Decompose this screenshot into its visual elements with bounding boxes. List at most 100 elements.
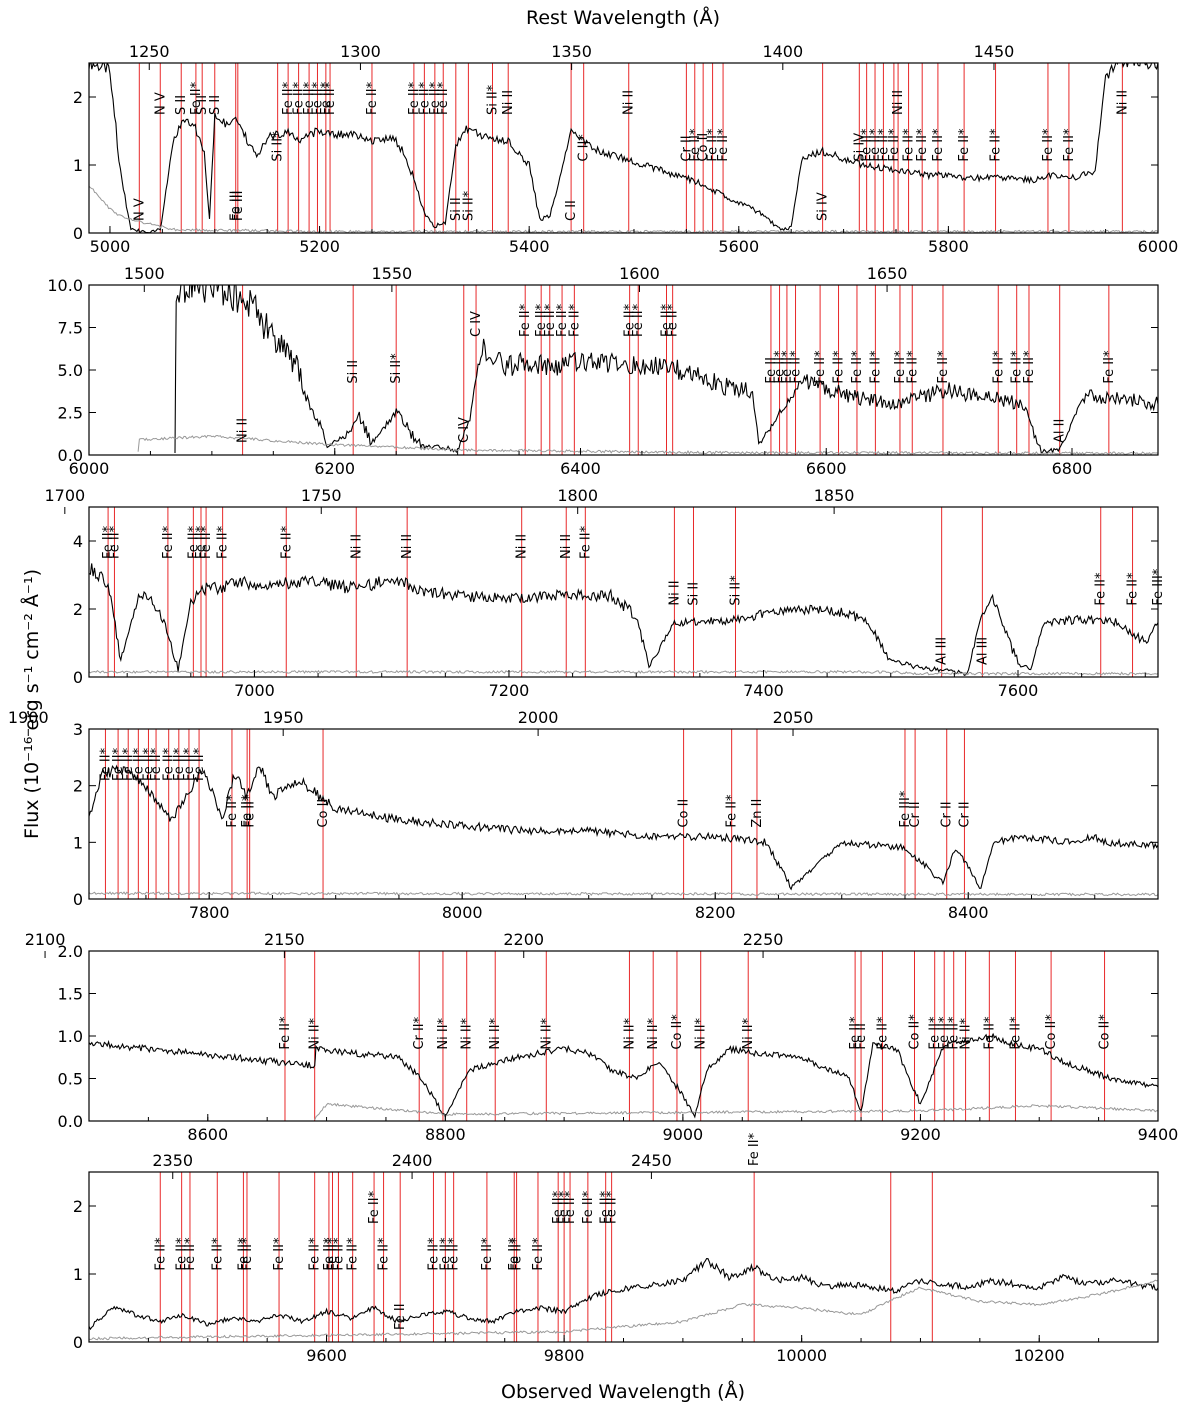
panel-frame [88,62,1159,234]
line-label: Si II* [486,84,501,115]
error-series [137,434,1158,455]
x-tick-label: 6600 [806,459,847,478]
line-label: Fe II* [108,525,123,559]
panel-3: Fe II*Fe II* Fe II* Fe II*Fe II*Fe II* Fe I… [44,486,1166,700]
x-tick-label: 9400 [1138,1125,1179,1144]
line-label: Fe II* [557,1190,572,1224]
line-label: Fe II* [1022,350,1037,384]
line-label: Fe II* [915,128,930,162]
error-series [314,1102,1158,1121]
rest-tick-label: 1300 [340,42,381,61]
y-tick-label: 2.5 [58,404,83,423]
line-label: Cr II [957,801,972,827]
line-label: Fe II* [172,747,187,781]
y-axis-title: Flux (10⁻¹⁶ erg s⁻¹ cm⁻² Å⁻¹) [20,569,43,839]
flux-series [174,285,1158,455]
error-series [89,185,1158,233]
rest-tick-label: 1700 [44,486,85,505]
line-label: Co II* [908,1014,923,1050]
line-label: Fe II* [186,525,201,559]
y-tick-label: 3 [73,720,83,739]
line-label: Cr II [908,801,923,827]
rest-tick-label: 1600 [619,264,660,283]
plot-area [89,729,1158,899]
line-label: Fe II* [162,747,177,781]
line-label: Fe II* [101,525,116,559]
line-label: Co II [696,133,711,162]
line-label: Fe II [764,357,779,384]
x-ticks-observed: 6000 6200 6400 6600 6800 [69,448,1134,478]
line-label: Fe II* [666,303,681,337]
line-label: Si II [449,197,464,221]
x-ticks-observed: 5000 5200 5400 5600 5800 6000 [90,226,1178,256]
line-labels: Fe II* Fe II* Fe II* Fe II* Fe II* Fe II* Fe I… [153,1132,762,1330]
line-label: Ni II* [308,1017,323,1049]
line-label: Fe II* [905,350,920,384]
line-label: Fe III [229,191,244,221]
line-label: Fe II* [510,1237,525,1271]
y-tick-label: 0.0 [58,1112,83,1131]
line-label: Fe II* [868,350,883,384]
line-label: Fe II* [936,350,951,384]
line-label: Fe II* [438,1237,453,1271]
line-label: Fe II* [578,525,593,559]
x-ticks-observed: 9600 9800 10000 10200 [88,1335,1159,1365]
line-label: Co II* [1044,1014,1059,1050]
line-label: Fe II* [436,81,451,115]
line-label: Fe II* [131,747,146,781]
line-label: Fe II* [326,1237,341,1271]
panel-5: Fe II* Ni II* Cr II* Ni II* Ni II* Ni II* Ni I… [25,930,1179,1144]
line-label: Fe II* [1041,128,1056,162]
y-tick-label: 0 [73,1333,83,1352]
line-label: Si II* [729,575,744,606]
line-label: Fe II* [947,1016,962,1050]
y-tick-label: 2 [73,1197,83,1216]
line-label: Ni II* [460,1017,475,1049]
line-label: Fe II* [725,794,740,828]
line-label: Fe II* [848,1016,863,1050]
x-ticks-observed: 7800 8000 8200 8400 [145,892,1159,922]
y-ticks: 0 2 4 [73,532,1158,687]
y-tick-label: 2.0 [58,942,83,961]
rest-tick-label: 1850 [814,486,855,505]
line-label: Ni II [1115,90,1130,115]
rest-tick-label: 1900 [8,708,49,727]
x-tick-label: 8200 [695,903,736,922]
y-tick-label: 1 [73,1265,83,1284]
x-ticks-rest: 1500 1550 1600 1650 [124,264,907,292]
line-label: Fe II* [957,128,972,162]
line-label: Ni II [667,580,682,605]
x-ticks-rest: 1700 1750 1800 1850 [44,486,854,514]
x-tick-label: 8800 [425,1125,466,1144]
line-label: Fe II* [142,747,157,781]
line-label: Al III [975,637,990,665]
line-label: Fe II* [365,81,380,115]
line-label: Fe II* [161,525,176,559]
line-label: Fe II* [555,303,570,337]
y-tick-label: 0.0 [58,446,83,465]
line-label: Co II [316,799,331,828]
plot-area [89,507,1158,677]
line-label: Fe II* [236,1237,251,1271]
panel-4: Fe II*Fe II*Fe II*Fe II*Fe II*Fe II*Fe I… [8,708,1159,922]
line-label: Fe II* [747,1132,762,1166]
line-label: Fe II* [543,303,558,337]
x-tick-label: 7200 [489,681,530,700]
top-axis-title: Rest Wavelength (Å) [526,6,720,29]
error-series [89,1279,1158,1341]
line-label: Al II [1053,419,1068,443]
x-tick-label: 8400 [948,903,989,922]
line-label: Ni II* [741,1017,756,1049]
line-label: Fe II* [302,81,317,115]
y-tick-label: 2 [73,600,83,619]
plot-area [89,63,1158,233]
line-label: Fe II* [1009,1016,1024,1050]
line-label: Fe II* [480,1237,495,1271]
line-labels: Fe II*Fe II*Fe II*Fe II*Fe II*Fe II*Fe I… [98,747,972,827]
line-label: Fe II* [311,81,326,115]
line-markers [138,63,1123,233]
line-label: Fe II* [989,128,1004,162]
rest-tick-label: 1500 [124,264,165,283]
